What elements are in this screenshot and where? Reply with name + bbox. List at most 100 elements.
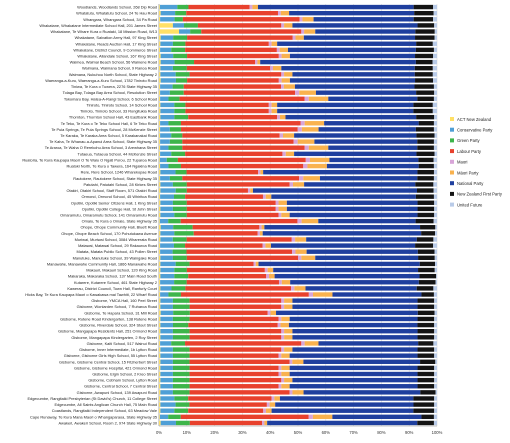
- bar-segment: [185, 41, 269, 46]
- bar-segment: [160, 420, 176, 426]
- bar-segment: [160, 402, 176, 407]
- bar-segment: [159, 102, 161, 108]
- bar-segment: [280, 10, 290, 16]
- category-label: Whakatane, Allandale School, 167 King St…: [77, 53, 158, 58]
- bar-segment: [418, 121, 434, 126]
- bar-segment: [175, 72, 190, 77]
- bar-segment: [314, 139, 418, 144]
- category-label: Opotiki, Opotiki Senior Citizens Hall, 1…: [71, 200, 158, 205]
- legend-label: ACT New Zealand: [457, 117, 492, 122]
- bar-segment: [432, 102, 437, 108]
- bar-segment: [417, 322, 435, 328]
- bar-segment: [281, 304, 285, 309]
- bar-segment: [159, 298, 161, 303]
- bar-segment: [434, 322, 437, 328]
- bar-segment: [318, 127, 416, 132]
- bar-segment: [303, 390, 421, 395]
- bar-segment: [271, 102, 278, 108]
- bar-segment: [160, 114, 175, 120]
- bar-segment: [433, 176, 437, 181]
- bar-segment: [434, 249, 437, 254]
- bar-segment: [434, 353, 437, 358]
- bar-segment: [171, 151, 186, 157]
- category-label: Rere, Rere School, 1246 Wharekopae Road: [81, 170, 157, 175]
- bar-segment: [160, 304, 173, 309]
- category-label: Awakeri, Awakeri School, Room 2, 974 Sta…: [59, 420, 158, 425]
- bars: [159, 4, 437, 426]
- bar-segment: [308, 145, 329, 150]
- bar-segment: [258, 169, 261, 175]
- bar-segment: [159, 145, 161, 150]
- bar-segment: [172, 66, 187, 71]
- category-label: Gisborne, Gisborne Hospital, 421 Ormond …: [74, 365, 157, 370]
- bar-segment: [285, 114, 417, 120]
- bar-segment: [160, 286, 172, 291]
- category-label: Omaio, Te Kura o Omaio, State Highway 35: [82, 219, 157, 224]
- bar-segment: [159, 66, 161, 71]
- bar-segment: [299, 17, 303, 22]
- category-label: Rautokere, Rautokere School, State Highw…: [73, 176, 157, 181]
- category-label: Ruatoki North, Te Kura o Tawera, 164 Nga…: [67, 164, 157, 169]
- bar-segment: [160, 225, 174, 230]
- legend-swatch: [450, 127, 454, 132]
- bar-segment: [315, 90, 417, 95]
- x-tick-label: 70%: [349, 430, 358, 435]
- bar-segment: [174, 59, 195, 65]
- bar-segment: [159, 414, 160, 420]
- bar-segment: [267, 420, 418, 426]
- bar-segment: [301, 255, 316, 261]
- category-label: Gisborne, YMCA Hall, 160 Peel Street: [91, 298, 158, 303]
- bar-segment: [257, 4, 414, 10]
- bar-segment: [172, 237, 187, 242]
- bar-segment: [173, 243, 186, 248]
- bar-segment: [174, 273, 189, 279]
- bar-segment: [179, 96, 305, 101]
- bar-segment: [171, 133, 183, 138]
- bar-segment: [172, 255, 187, 261]
- category-label: Gisborne, Mangapapa Residents Hall, 251 …: [58, 329, 157, 334]
- bar-segment: [294, 151, 417, 157]
- bar-segment: [160, 151, 172, 157]
- bar-segment: [194, 59, 256, 65]
- bar-segment: [277, 114, 280, 120]
- bar-segment: [172, 347, 190, 352]
- bar-segment: [417, 298, 435, 303]
- category-label: Cape Runaway, Te Kura Mana Maori o Whang…: [30, 414, 157, 419]
- category-label: Manawahe, Manawahe Community Hall, 1866 …: [47, 261, 157, 266]
- bar-segment: [159, 29, 180, 34]
- bar-segment: [434, 212, 437, 218]
- bar-segment: [312, 414, 333, 420]
- bar-segment: [434, 90, 437, 95]
- bar-segment: [433, 414, 437, 420]
- bar-segment: [289, 10, 415, 16]
- bar-segment: [262, 194, 266, 199]
- bar-segment: [160, 206, 173, 212]
- bar-segment: [159, 139, 161, 144]
- bar-segment: [160, 396, 175, 401]
- bar-segment: [417, 347, 435, 352]
- bar-segment: [292, 390, 304, 395]
- bar-segment: [159, 249, 161, 254]
- bar-segment: [434, 408, 437, 413]
- bar-segment: [172, 200, 187, 205]
- bar-segment: [182, 133, 280, 138]
- bar-segment: [160, 390, 173, 395]
- bar-segment: [284, 329, 293, 334]
- bar-segment: [297, 139, 315, 144]
- bar-segment: [413, 17, 434, 22]
- bar-segment: [435, 225, 437, 230]
- bar-segment: [332, 414, 422, 420]
- bar-segment: [159, 127, 161, 132]
- bar-segment: [297, 127, 302, 132]
- legend-swatch: [450, 138, 454, 143]
- bar-segment: [159, 157, 167, 163]
- bar-segment: [434, 35, 437, 40]
- bar-segment: [309, 157, 330, 163]
- bar-segment: [159, 96, 161, 101]
- bar-segment: [300, 121, 305, 126]
- bar-segment: [291, 237, 296, 242]
- bar-segment: [189, 353, 279, 358]
- bar-segment: [159, 121, 161, 126]
- bar-segment: [159, 10, 161, 16]
- bar-segment: [417, 176, 434, 181]
